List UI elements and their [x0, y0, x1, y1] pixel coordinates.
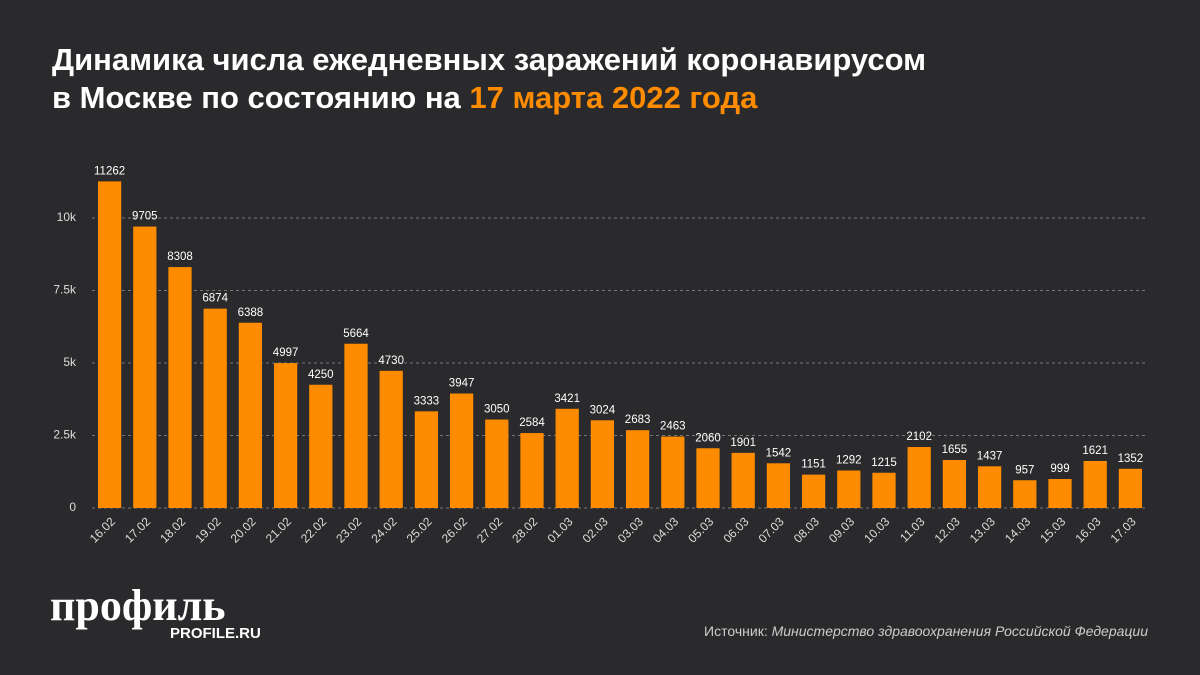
title-text: Динамика числа ежедневных заражений коро…	[52, 42, 926, 77]
value-label: 2060	[695, 432, 721, 444]
source-text: Министерство здравоохранения Российской …	[772, 623, 1149, 639]
bar	[590, 420, 615, 508]
bar	[731, 452, 755, 508]
bar	[942, 460, 967, 508]
value-label: 1215	[871, 457, 897, 469]
chart-title-2: в Москве по состоянию на 17 марта 2022 г…	[52, 80, 758, 115]
value-label: 8308	[167, 251, 193, 263]
value-label: 9705	[132, 211, 158, 223]
bar	[414, 411, 439, 508]
value-label: 2584	[519, 417, 545, 429]
value-label: 3024	[590, 404, 616, 416]
value-label: 1352	[1118, 453, 1144, 465]
value-label: 3050	[484, 404, 510, 416]
logo: профиль	[50, 581, 226, 630]
value-label: 3421	[554, 393, 580, 405]
y-tick-label: 10k	[57, 210, 77, 224]
value-label: 5664	[343, 328, 369, 340]
value-label: 11262	[94, 165, 125, 177]
bar	[1048, 479, 1072, 508]
bar	[168, 267, 192, 508]
y-tick-label: 2.5k	[53, 428, 77, 442]
chart-title: Динамика числа ежедневных заражений коро…	[52, 42, 926, 77]
value-label: 2683	[625, 414, 651, 426]
value-label: 1292	[836, 455, 862, 467]
value-label: 1437	[977, 450, 1003, 462]
bar	[309, 384, 333, 508]
bar	[273, 363, 298, 508]
bar	[907, 447, 931, 508]
bar	[485, 419, 509, 508]
value-label: 4997	[273, 347, 299, 359]
bar	[520, 433, 544, 508]
bar	[344, 343, 368, 508]
bar	[661, 436, 685, 508]
bar	[801, 474, 826, 508]
bar	[872, 472, 896, 508]
bar	[97, 181, 122, 509]
y-tick-label: 0	[69, 500, 76, 514]
y-tick-label: 5k	[63, 355, 77, 369]
bar	[238, 322, 263, 508]
bar	[1013, 480, 1037, 508]
value-label: 6388	[238, 307, 264, 319]
value-label: 1151	[801, 459, 826, 471]
value-label: 999	[1050, 463, 1069, 475]
bar	[1083, 460, 1107, 508]
value-label: 1621	[1082, 445, 1108, 457]
bar	[696, 448, 720, 508]
bar	[625, 430, 650, 508]
y-tick-label: 7.5k	[53, 283, 77, 297]
source-label: Источник:	[704, 623, 768, 639]
source: Источник: Министерство здравоохранения Р…	[704, 623, 1148, 639]
bar	[1118, 468, 1143, 508]
title-highlight: 17 марта 2022 года	[469, 80, 758, 115]
bar	[379, 370, 403, 508]
value-label: 2102	[906, 431, 932, 443]
bar	[977, 466, 1002, 508]
bar	[837, 470, 861, 508]
value-label: 957	[1015, 464, 1034, 476]
value-label: 1542	[766, 447, 792, 459]
bar	[133, 226, 157, 508]
bar	[449, 393, 474, 508]
bar	[766, 463, 791, 508]
value-label: 3333	[414, 395, 440, 407]
value-label: 1655	[942, 444, 968, 456]
value-label: 6874	[202, 293, 228, 305]
bar	[203, 308, 227, 508]
value-label: 2463	[660, 421, 686, 433]
title-text-2: в Москве по состоянию на	[52, 80, 462, 115]
value-label: 4730	[378, 355, 404, 367]
value-label: 4250	[308, 369, 334, 381]
value-label: 3947	[449, 378, 475, 390]
value-label: 1901	[730, 437, 756, 449]
logo-site: PROFILE.RU	[170, 625, 261, 642]
bar	[555, 408, 579, 508]
